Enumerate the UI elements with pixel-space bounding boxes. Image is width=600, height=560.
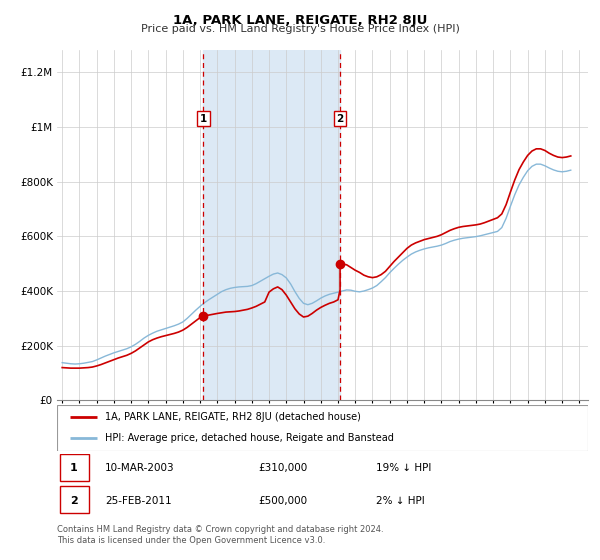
Text: 1A, PARK LANE, REIGATE, RH2 8JU (detached house): 1A, PARK LANE, REIGATE, RH2 8JU (detache… [105, 412, 361, 422]
Text: HPI: Average price, detached house, Reigate and Banstead: HPI: Average price, detached house, Reig… [105, 433, 394, 444]
Text: 2: 2 [70, 496, 78, 506]
Text: Contains HM Land Registry data © Crown copyright and database right 2024.
This d: Contains HM Land Registry data © Crown c… [57, 525, 383, 545]
Bar [59, 454, 89, 481]
Text: 2: 2 [337, 114, 344, 124]
Text: Price paid vs. HM Land Registry's House Price Index (HPI): Price paid vs. HM Land Registry's House … [140, 24, 460, 34]
Bar [59, 487, 89, 514]
Text: £310,000: £310,000 [259, 464, 308, 473]
Text: 1: 1 [200, 114, 207, 124]
Text: 1: 1 [70, 464, 78, 473]
Text: 1A, PARK LANE, REIGATE, RH2 8JU: 1A, PARK LANE, REIGATE, RH2 8JU [173, 14, 427, 27]
Text: 19% ↓ HPI: 19% ↓ HPI [376, 464, 431, 473]
Text: £500,000: £500,000 [259, 496, 308, 506]
Text: 10-MAR-2003: 10-MAR-2003 [105, 464, 175, 473]
Bar [203, 50, 340, 400]
Text: 2% ↓ HPI: 2% ↓ HPI [376, 496, 424, 506]
Text: 25-FEB-2011: 25-FEB-2011 [105, 496, 172, 506]
